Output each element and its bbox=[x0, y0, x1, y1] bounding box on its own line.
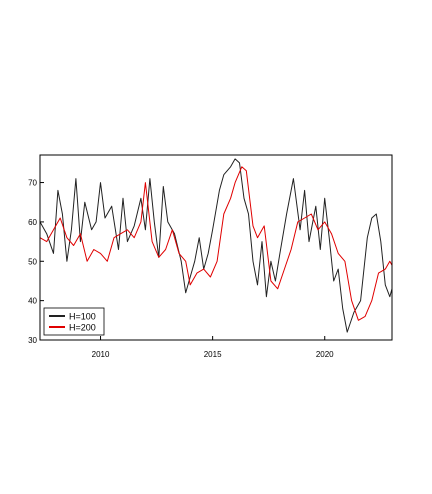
y-tick-label: 50 bbox=[28, 257, 37, 266]
legend-label: H=100 bbox=[69, 312, 96, 322]
plot-frame bbox=[39, 154, 393, 341]
legend-label: H=200 bbox=[69, 323, 96, 333]
y-tick-label: 60 bbox=[28, 218, 37, 227]
x-tick-label: 2020 bbox=[316, 350, 334, 359]
legend-box bbox=[43, 307, 105, 336]
y-tick-label: 40 bbox=[28, 297, 37, 306]
x-tick-label: 2015 bbox=[204, 350, 222, 359]
axis-ticks: 2010 2015 2020 30 40 50 60 70 bbox=[28, 179, 334, 359]
series-line-h-100 bbox=[40, 158, 392, 333]
x-tick-label: 2010 bbox=[92, 350, 110, 359]
series-layer bbox=[40, 158, 392, 333]
y-tick-label: 30 bbox=[28, 336, 37, 345]
series-line-h-200 bbox=[40, 166, 392, 321]
y-tick-label: 70 bbox=[28, 179, 37, 188]
